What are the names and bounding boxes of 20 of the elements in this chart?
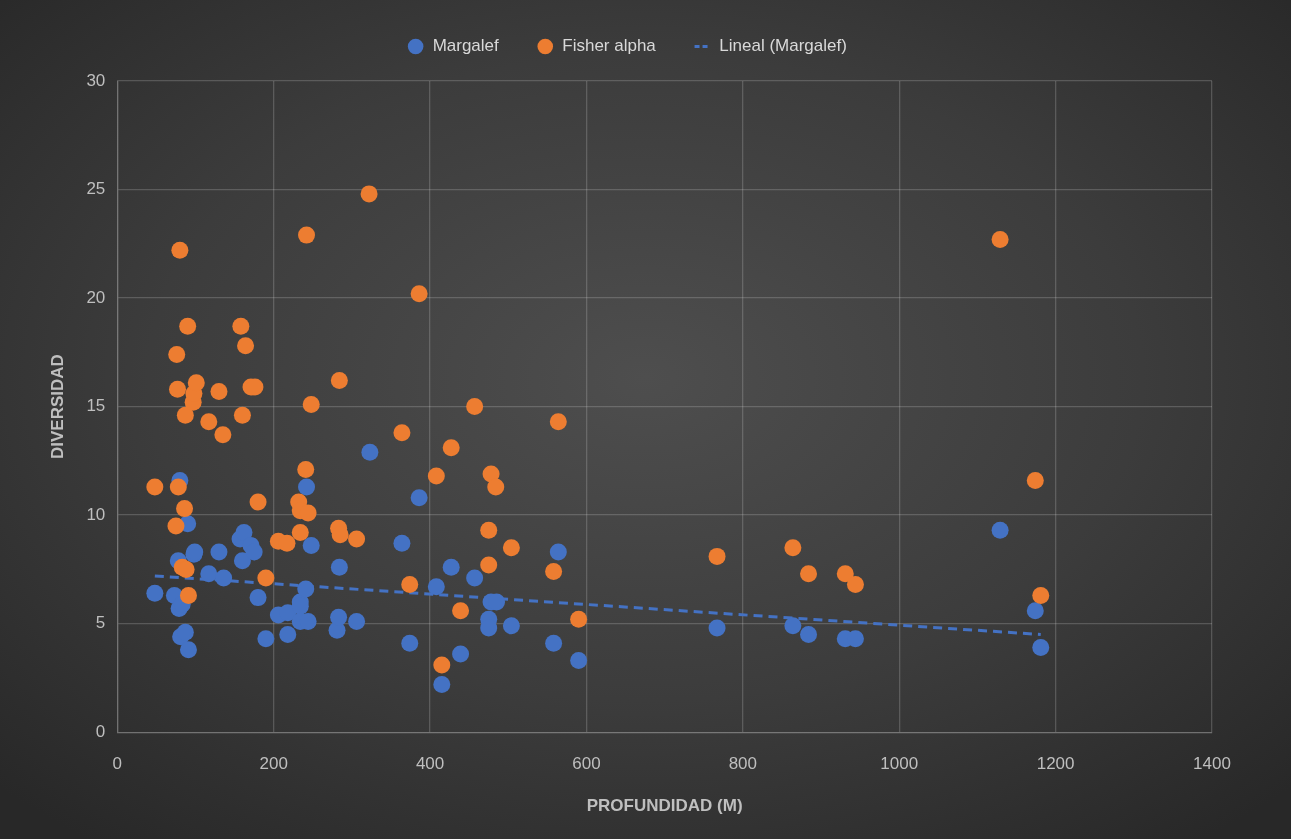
- y-tick-label: 0: [95, 721, 106, 741]
- x-axis-title: PROFUNDIDAD (M): [586, 796, 743, 816]
- x-tick-label: 1400: [1193, 754, 1231, 774]
- y-tick-label: 5: [95, 613, 106, 633]
- legend-label: Lineal (Margalef): [719, 36, 847, 56]
- x-tick-label: 400: [415, 754, 445, 774]
- x-tick-label: 1000: [880, 754, 919, 774]
- x-tick-label: 1200: [1036, 754, 1075, 774]
- x-tick-label: 200: [259, 754, 288, 774]
- y-tick-label: 20: [86, 287, 106, 307]
- y-tick-label: 15: [86, 396, 106, 416]
- y-tick-label: 25: [86, 179, 106, 199]
- x-tick-label: 800: [728, 754, 758, 774]
- y-tick-label: 10: [86, 504, 106, 524]
- x-tick-label: 600: [572, 754, 601, 774]
- legend-label: Fisher alpha: [562, 36, 657, 56]
- y-axis-title: DIVERSIDAD: [47, 354, 67, 460]
- y-tick-label: 30: [86, 70, 106, 90]
- x-tick-label: 0: [112, 754, 123, 774]
- legend-label: Margalef: [432, 36, 500, 56]
